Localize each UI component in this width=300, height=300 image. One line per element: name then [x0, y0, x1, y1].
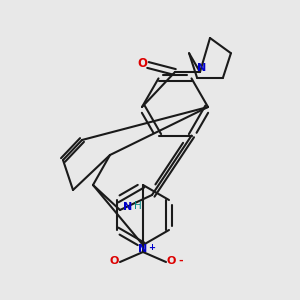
Text: N: N	[123, 202, 132, 212]
Text: +: +	[148, 243, 155, 252]
Text: N: N	[197, 63, 206, 74]
Text: -: -	[179, 256, 183, 266]
Text: N: N	[138, 244, 148, 254]
Text: O: O	[110, 256, 119, 266]
Text: H: H	[134, 201, 141, 212]
Text: O: O	[167, 256, 176, 266]
Text: O: O	[138, 57, 148, 70]
